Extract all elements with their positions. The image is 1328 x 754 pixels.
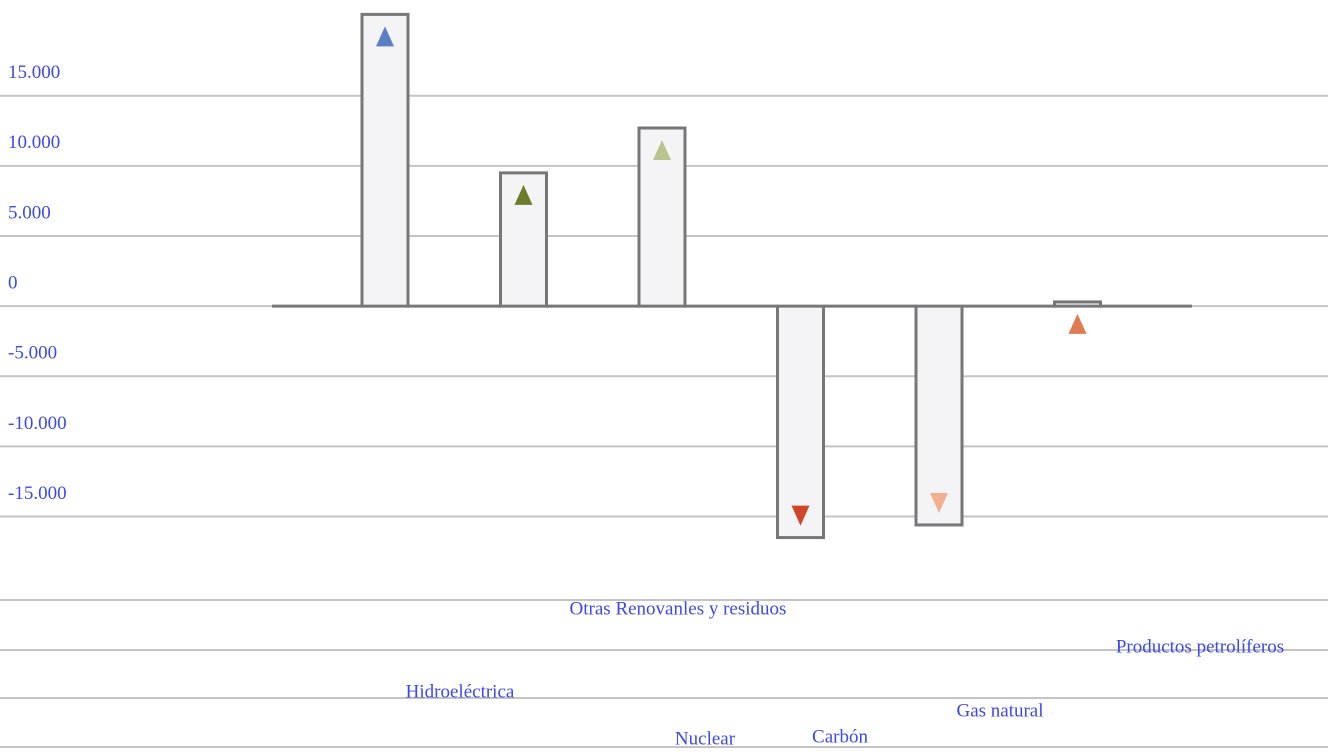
value-marker bbox=[1068, 313, 1087, 334]
value-marker bbox=[653, 140, 671, 161]
lower-decor bbox=[0, 599, 1328, 748]
x-tick-label: Carbón bbox=[812, 726, 868, 747]
y-tick-label: 0 bbox=[8, 273, 18, 294]
value-marker bbox=[376, 26, 394, 47]
x-tick-label: Hidroeléctrica bbox=[406, 681, 515, 702]
y-tick-label: 15.000 bbox=[8, 62, 60, 83]
value-marker bbox=[514, 184, 533, 205]
bar bbox=[1053, 300, 1102, 308]
y-tick-label: -15.000 bbox=[8, 483, 67, 504]
bar bbox=[914, 304, 964, 527]
y-tick-label: 5.000 bbox=[8, 202, 51, 223]
y-tick-label: -10.000 bbox=[8, 413, 67, 434]
value-marker bbox=[791, 505, 810, 526]
x-tick-label: Gas natural bbox=[956, 700, 1043, 721]
y-tick-label: 10.000 bbox=[8, 132, 60, 153]
value-marker bbox=[930, 492, 948, 513]
bar bbox=[776, 304, 825, 540]
x-tick-label: Productos petrolíferos bbox=[1116, 636, 1284, 657]
bar bbox=[360, 12, 410, 308]
x-tick-label: Otras Renovanles y residuos bbox=[570, 598, 787, 619]
x-tick-label: Nuclear bbox=[675, 728, 736, 749]
y-tick-label: -5.000 bbox=[8, 343, 57, 364]
